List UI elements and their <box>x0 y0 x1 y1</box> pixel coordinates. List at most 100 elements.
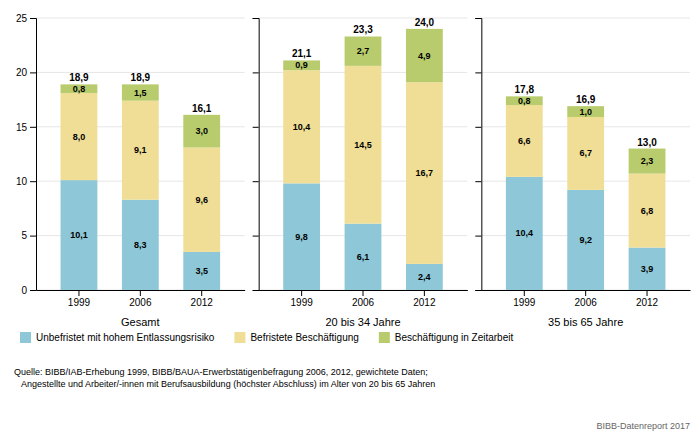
data-label: 2,3 <box>641 156 654 166</box>
grid <box>36 18 245 290</box>
total-label: 18,9 <box>69 72 89 83</box>
y-tick <box>475 18 481 19</box>
data-label: 6,7 <box>579 148 592 158</box>
legend-swatch <box>379 332 390 343</box>
legend: Unbefristet mit hohem EntlassungsrisikoB… <box>20 332 513 343</box>
y-tick-mark <box>253 18 259 19</box>
grid <box>259 18 468 290</box>
data-label: 0,9 <box>295 60 308 70</box>
x-tick-mark <box>585 290 586 296</box>
total-label: 17,8 <box>515 84 535 95</box>
y-tick <box>475 181 481 182</box>
x-axis-title: Gesamt <box>121 316 160 328</box>
y-tick-mark <box>253 290 259 291</box>
data-label: 6,8 <box>641 206 654 216</box>
bar-segment <box>122 200 159 290</box>
bar-segment <box>629 174 666 248</box>
panel: 1999200620129,810,40,921,16,114,52,723,3… <box>253 17 468 328</box>
y-tick: 10 <box>16 176 36 187</box>
x-tick-label: 1999 <box>513 297 536 308</box>
x-tick-mark <box>201 290 202 296</box>
y-tick: 5 <box>21 230 36 241</box>
y-tick <box>253 236 259 237</box>
y-tick-mark <box>475 18 481 19</box>
data-label: 10,4 <box>293 122 311 132</box>
y-axis <box>253 19 260 291</box>
x-axis-line <box>482 290 691 291</box>
y-tick-mark <box>253 236 259 237</box>
x-tick-label: 2012 <box>191 297 214 308</box>
x-axis-title: 20 bis 34 Jahre <box>325 316 400 328</box>
bar-segment <box>122 101 159 200</box>
y-tick-mark <box>475 127 481 128</box>
legend-item: Beschäftigung in Zeitarbeit <box>379 332 514 343</box>
y-tick <box>253 72 259 73</box>
bar-segment <box>406 82 443 264</box>
bar-segment <box>61 180 98 290</box>
x-tick: 2006 <box>129 290 152 308</box>
data-labels: 9,810,40,921,16,114,52,723,32,416,74,924… <box>292 17 435 282</box>
x-tick-label: 2006 <box>352 297 375 308</box>
data-label: 16,7 <box>416 168 434 178</box>
y-tick-mark <box>30 72 36 73</box>
bar-segment <box>183 147 220 251</box>
watermark: BIBB-Datenreport 2017 <box>596 421 690 431</box>
x-tick-label: 2006 <box>129 297 152 308</box>
bar-segment <box>629 248 666 290</box>
data-label: 3,5 <box>195 266 208 276</box>
x-tick-label: 1999 <box>68 297 91 308</box>
bar-segment <box>506 105 543 177</box>
y-axis: 0510152025 <box>16 13 37 296</box>
y-tick-label: 5 <box>21 230 27 241</box>
y-tick-label: 0 <box>21 285 27 296</box>
bar-segment <box>506 96 543 105</box>
x-tick: 2006 <box>575 290 598 308</box>
bar-segment <box>567 190 604 290</box>
x-axis-line <box>259 290 468 291</box>
data-label: 2,4 <box>418 272 431 282</box>
total-label: 24,0 <box>415 17 435 28</box>
legend-item: Befristete Beschäftigung <box>234 332 358 343</box>
x-tick-mark <box>140 290 141 296</box>
grid-line <box>481 72 690 73</box>
y-tick-mark <box>30 236 36 237</box>
y-tick-label: 25 <box>16 13 28 24</box>
x-axis-line <box>37 290 246 291</box>
total-label: 23,3 <box>353 24 373 35</box>
data-label: 1,0 <box>579 107 592 117</box>
source-note-line: Quelle: BIBB/IAB-Erhebung 1999, BIBB/BAU… <box>14 367 428 377</box>
y-tick <box>475 72 481 73</box>
y-tick <box>475 290 481 291</box>
y-tick-mark <box>253 72 259 73</box>
bar-segment <box>183 252 220 290</box>
data-label: 9,2 <box>579 235 592 245</box>
x-axis: 199920062012 <box>259 290 468 308</box>
y-tick <box>253 181 259 182</box>
x-tick-mark <box>363 290 364 296</box>
bar-segment <box>506 177 543 290</box>
data-label: 0,8 <box>518 96 531 106</box>
y-tick <box>253 18 259 19</box>
y-tick-mark <box>475 72 481 73</box>
y-tick: 25 <box>16 13 36 24</box>
bar-segment <box>345 36 382 65</box>
grid-line <box>259 18 468 19</box>
x-tick: 1999 <box>291 290 314 308</box>
y-tick-mark <box>253 181 259 182</box>
data-label: 9,1 <box>134 145 147 155</box>
bar-segment <box>61 93 98 180</box>
x-tick-label: 2012 <box>636 297 659 308</box>
bars <box>506 96 666 290</box>
total-label: 21,1 <box>292 48 312 59</box>
bar-segment <box>567 117 604 190</box>
total-label: 16,1 <box>192 103 212 114</box>
total-label: 16,9 <box>576 94 596 105</box>
bar-segment <box>283 70 320 183</box>
bar-segment <box>406 264 443 290</box>
bar-segment <box>122 84 159 100</box>
data-label: 6,6 <box>518 136 531 146</box>
y-tick-label: 15 <box>16 122 28 133</box>
y-tick <box>475 236 481 237</box>
total-label: 18,9 <box>131 72 151 83</box>
bar-segment <box>567 106 604 117</box>
